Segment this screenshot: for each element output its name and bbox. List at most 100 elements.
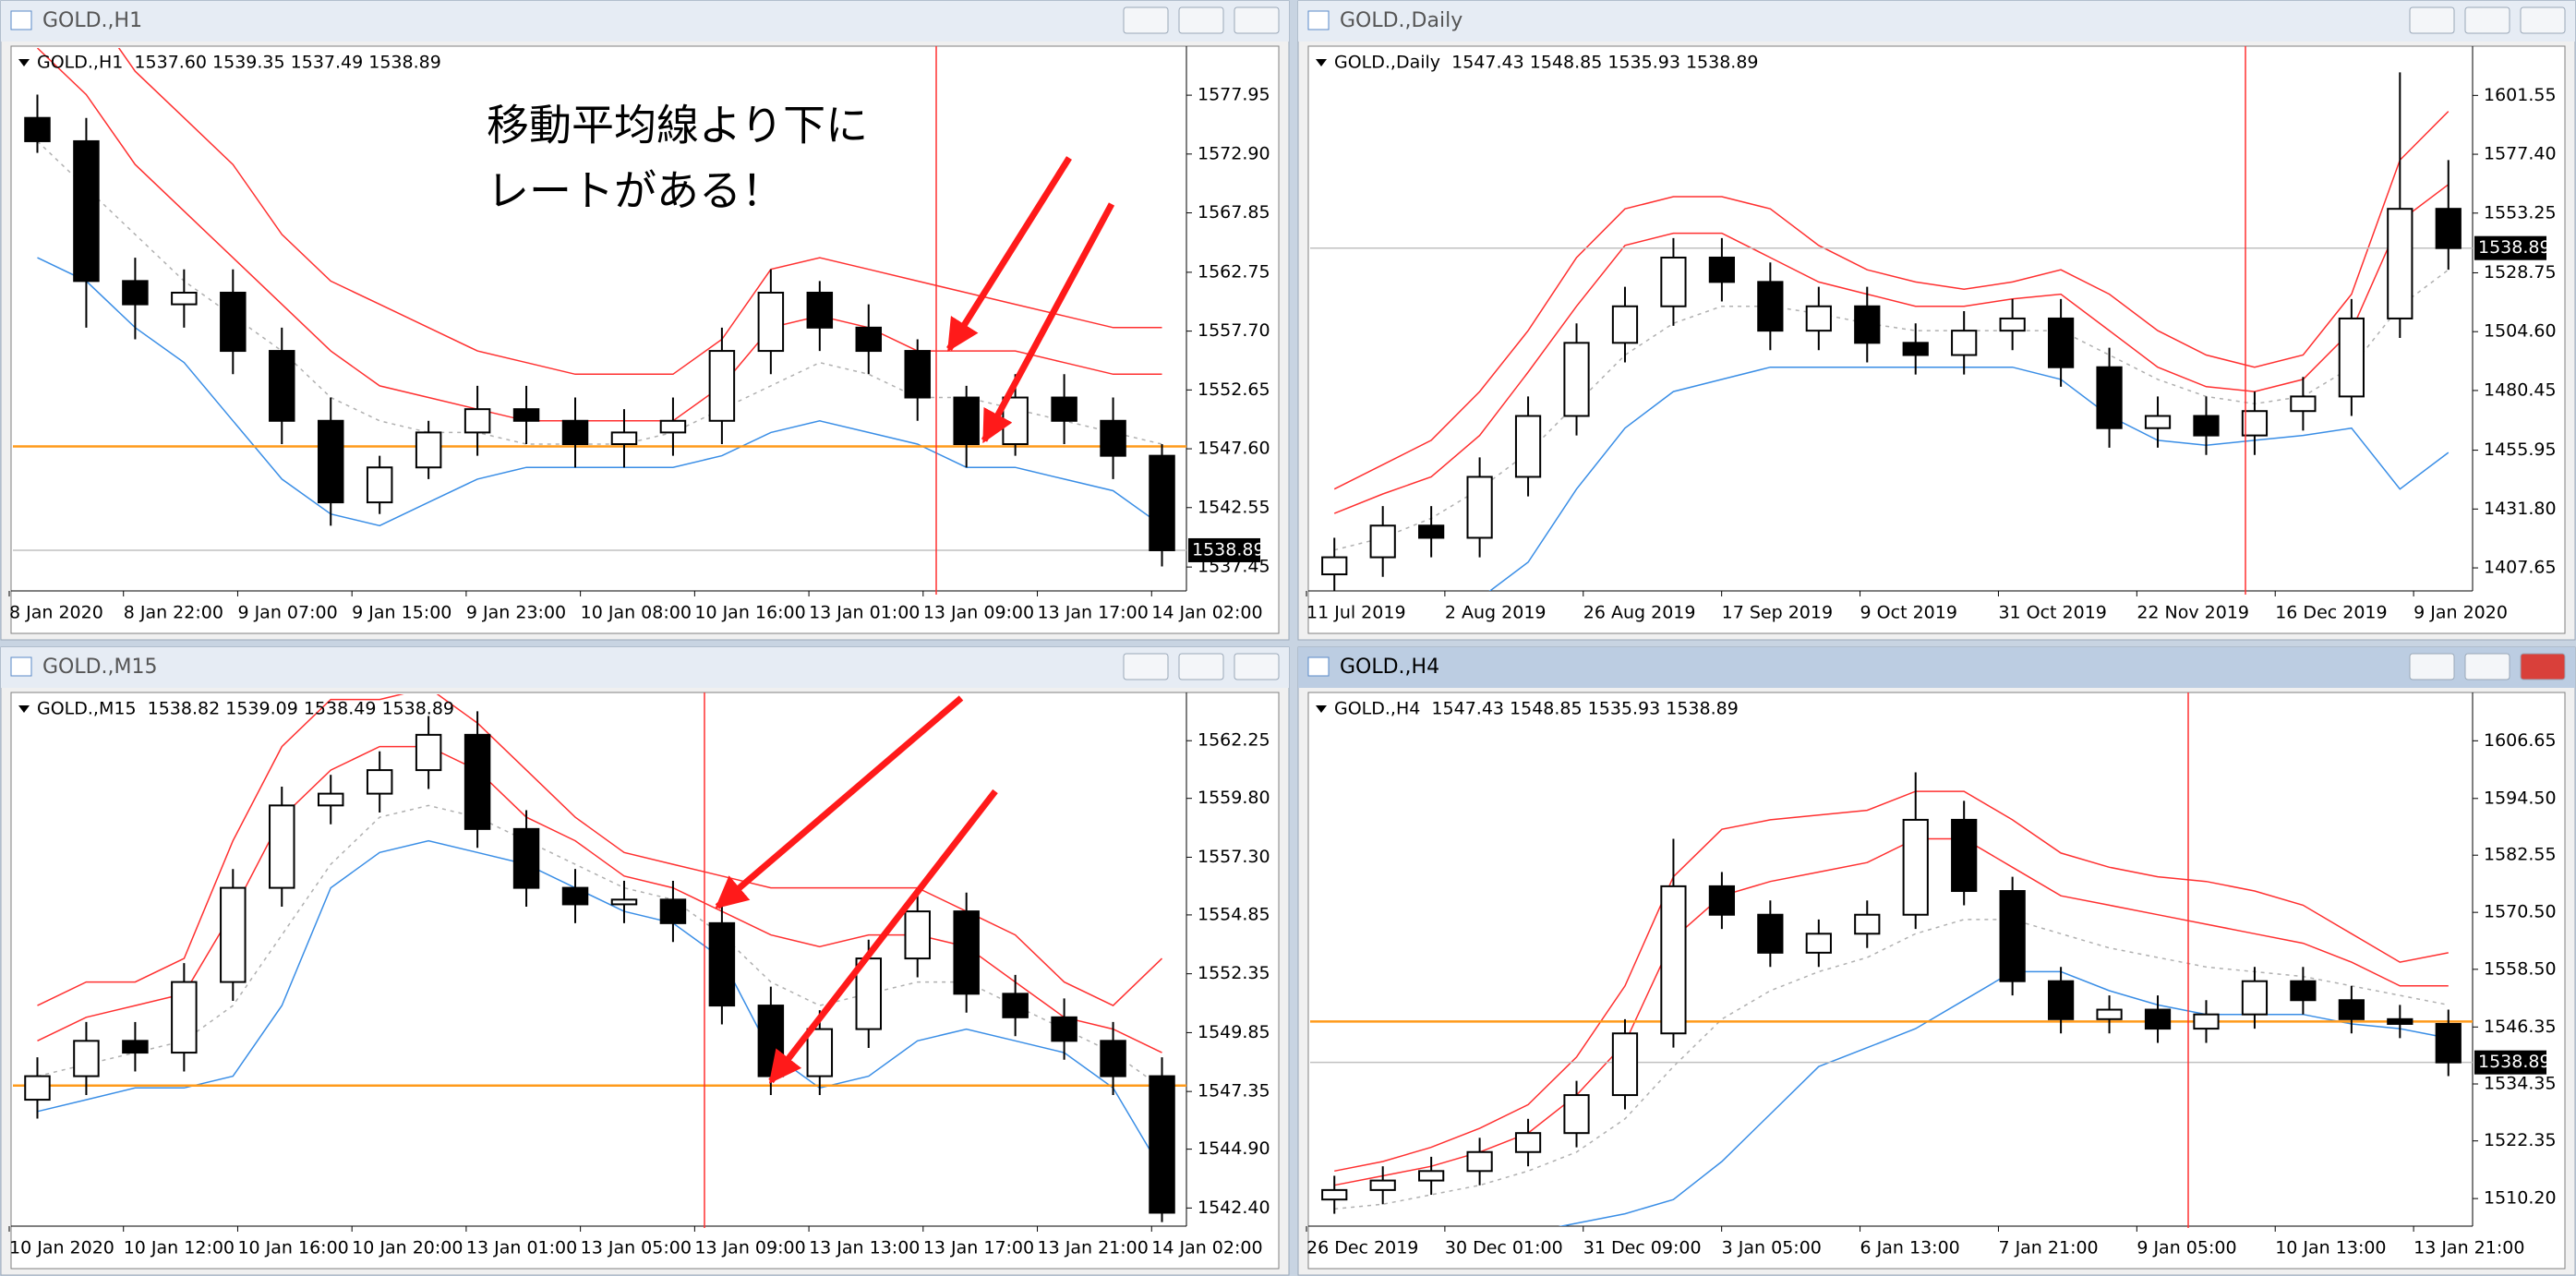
candle-body [1660, 256, 1687, 307]
window-icon [10, 10, 32, 30]
x-tick-label: 10 Jan 13:00 [2275, 1238, 2386, 1258]
candle-body [1100, 1040, 1126, 1077]
y-tick-label: 1570.50 [2484, 902, 2557, 922]
candle-body [610, 431, 638, 446]
y-tick-label: 1549.85 [1198, 1022, 1270, 1042]
candle-body [2435, 208, 2462, 249]
candle-body [659, 419, 687, 434]
candle-body [122, 1040, 149, 1054]
minimize-button[interactable] [2409, 653, 2455, 680]
window-icon [1307, 10, 1330, 30]
x-tick-label: 3 Jan 05:00 [1722, 1238, 1822, 1258]
candle-body [1951, 818, 1978, 893]
close-button[interactable] [2520, 653, 2566, 680]
candle-body [2096, 1008, 2123, 1020]
x-tick-label: 13 Jan 17:00 [923, 1238, 1034, 1258]
candle-body [1051, 396, 1077, 422]
close-button[interactable] [2520, 6, 2566, 34]
candle-body [24, 1075, 51, 1101]
y-tick-label: 1455.95 [2484, 439, 2557, 460]
x-tick-label: 13 Jan 05:00 [581, 1238, 692, 1258]
maximize-button[interactable] [2464, 653, 2510, 680]
last-price-label: 1538.89 [2478, 237, 2551, 258]
minimize-button[interactable] [2409, 6, 2455, 34]
candle-body [2338, 317, 2365, 398]
y-tick-label: 1546.35 [2484, 1017, 2557, 1037]
x-tick-label: 22 Nov 2019 [2137, 603, 2249, 623]
candle-body [1149, 454, 1175, 551]
y-tick-label: 1542.55 [1198, 497, 1270, 517]
candle-body [953, 396, 980, 446]
candle-body [610, 898, 638, 906]
minimize-button[interactable] [1123, 6, 1169, 34]
x-tick-label: 16 Dec 2019 [2275, 603, 2387, 623]
minimize-button[interactable] [1123, 653, 1169, 680]
candle-body [659, 898, 687, 924]
candle-body [1708, 256, 1736, 283]
arrow [768, 788, 998, 1084]
band-line [1333, 111, 2450, 490]
chart-info: GOLD.,M15 1538.82 1539.09 1538.49 1538.8… [37, 699, 454, 719]
candle-body [1418, 524, 1445, 539]
band-line [1333, 184, 2450, 514]
x-tick-label: 13 Jan 09:00 [694, 1238, 805, 1258]
candle-body [317, 419, 344, 504]
y-tick-label: 1559.80 [1198, 788, 1270, 808]
plot [1310, 772, 2473, 1226]
band-line [37, 257, 1162, 527]
candle-body [1321, 1188, 1348, 1201]
info-triangle [18, 59, 30, 66]
candle-body [2144, 1008, 2172, 1030]
y-tick-label: 1522.35 [2484, 1130, 2557, 1150]
candle-body [366, 466, 393, 504]
maximize-button[interactable] [1178, 6, 1224, 34]
arrow [981, 202, 1115, 444]
x-tick-label: 10 Jan 16:00 [237, 1238, 348, 1258]
x-tick-label: 14 Jan 02:00 [1151, 1238, 1262, 1258]
x-tick-label: 13 Jan 01:00 [809, 603, 920, 623]
chart-info: GOLD.,H1 1537.60 1539.35 1537.49 1538.89 [37, 53, 441, 73]
candle-body [1369, 1179, 1396, 1191]
candle-body [1100, 419, 1126, 457]
candle-body [122, 280, 149, 306]
x-tick-label: 31 Oct 2019 [1998, 603, 2106, 623]
x-tick-label: 13 Jan 01:00 [466, 1238, 577, 1258]
x-tick-label: 8 Jan 22:00 [124, 603, 223, 623]
y-tick-label: 1547.35 [1198, 1081, 1270, 1101]
candle-body [1660, 885, 1687, 1035]
close-button[interactable] [1234, 653, 1280, 680]
maximize-button[interactable] [1178, 653, 1224, 680]
candle-body [2096, 366, 2123, 429]
chart-info: GOLD.,Daily 1547.43 1548.85 1535.93 1538… [1334, 53, 1759, 73]
candle-body [2338, 999, 2365, 1020]
candle-body [806, 291, 834, 329]
maximize-button[interactable] [2464, 6, 2510, 34]
x-tick-label: 13 Jan 09:00 [923, 603, 1034, 623]
candle-body [2241, 410, 2269, 437]
candle-body [757, 291, 785, 353]
candle-body [1149, 1075, 1175, 1214]
x-tick-label: 26 Aug 2019 [1583, 603, 1696, 623]
y-tick-label: 1594.50 [2484, 788, 2557, 808]
candle-body [2387, 208, 2413, 319]
band-line [1488, 366, 2450, 591]
overlay [704, 46, 2246, 1228]
x-tick-label: 13 Jan 21:00 [1038, 1238, 1149, 1258]
info-triangle [1316, 705, 1327, 713]
x-tick-label: 9 Jan 07:00 [237, 603, 337, 623]
candle-body [1321, 556, 1348, 576]
annotation: レートがある！ [487, 166, 784, 216]
x-tick-label: 13 Jan 13:00 [809, 1238, 920, 1258]
window-title: GOLD.,Daily [1340, 9, 1463, 32]
candle-body [1805, 933, 1832, 954]
candle-body [415, 431, 442, 469]
candle-body [1369, 524, 1396, 559]
y-tick-label: 1552.65 [1198, 379, 1270, 400]
candle-body [2290, 980, 2317, 1002]
info-triangle [18, 705, 30, 713]
close-button[interactable] [1234, 6, 1280, 34]
candle-body [1708, 885, 1736, 916]
window-title: GOLD.,M15 [42, 656, 158, 679]
